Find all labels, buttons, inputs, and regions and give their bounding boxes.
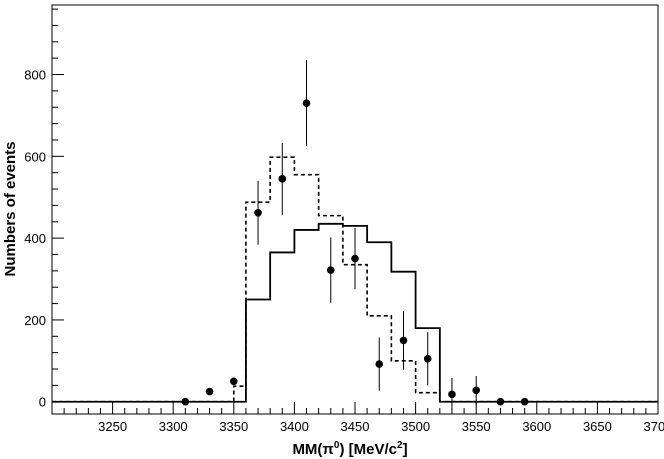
data-point bbox=[375, 360, 384, 368]
plot-frame bbox=[51, 4, 659, 415]
x-axis-title: MM(π0) [MeV/c2] bbox=[292, 440, 407, 458]
x-tick-label: 3350 bbox=[219, 419, 248, 434]
x-tick-label: 3500 bbox=[401, 419, 430, 434]
data-point bbox=[423, 354, 432, 363]
x-tick-label: 3300 bbox=[159, 419, 188, 434]
data-point bbox=[351, 254, 359, 263]
x-tick-label: 3600 bbox=[522, 419, 551, 434]
x-tick-label: 3650 bbox=[583, 419, 612, 434]
y-tick-labels: 0 200 400 600 800 bbox=[24, 68, 46, 410]
y-tick-label: 200 bbox=[24, 313, 46, 328]
data-point bbox=[302, 99, 311, 107]
x-tick-label: 3450 bbox=[341, 419, 370, 434]
data-point bbox=[254, 208, 262, 217]
dashed-step-histogram bbox=[52, 156, 658, 403]
y-tick-label: 600 bbox=[24, 149, 46, 164]
data-point bbox=[520, 397, 529, 406]
series-layer bbox=[52, 60, 658, 411]
data-point bbox=[326, 266, 335, 274]
data-point bbox=[472, 386, 481, 395]
y-tick-label: 800 bbox=[24, 68, 46, 83]
y-tick-label: 0 bbox=[39, 395, 46, 410]
data-point bbox=[205, 387, 214, 396]
data-point bbox=[230, 377, 238, 386]
data-point bbox=[399, 336, 408, 345]
data-point bbox=[496, 397, 505, 406]
axis-ticks bbox=[51, 8, 659, 414]
x-tick-label: 3250 bbox=[98, 419, 127, 434]
y-axis-title: Numbers of events bbox=[2, 141, 19, 276]
y-tick-label: 400 bbox=[24, 231, 46, 246]
data-point bbox=[278, 175, 287, 183]
x-tick-label: 3550 bbox=[462, 419, 491, 434]
x-tick-label: 3400 bbox=[280, 419, 309, 434]
data-point bbox=[181, 397, 190, 406]
data-point bbox=[448, 390, 456, 399]
